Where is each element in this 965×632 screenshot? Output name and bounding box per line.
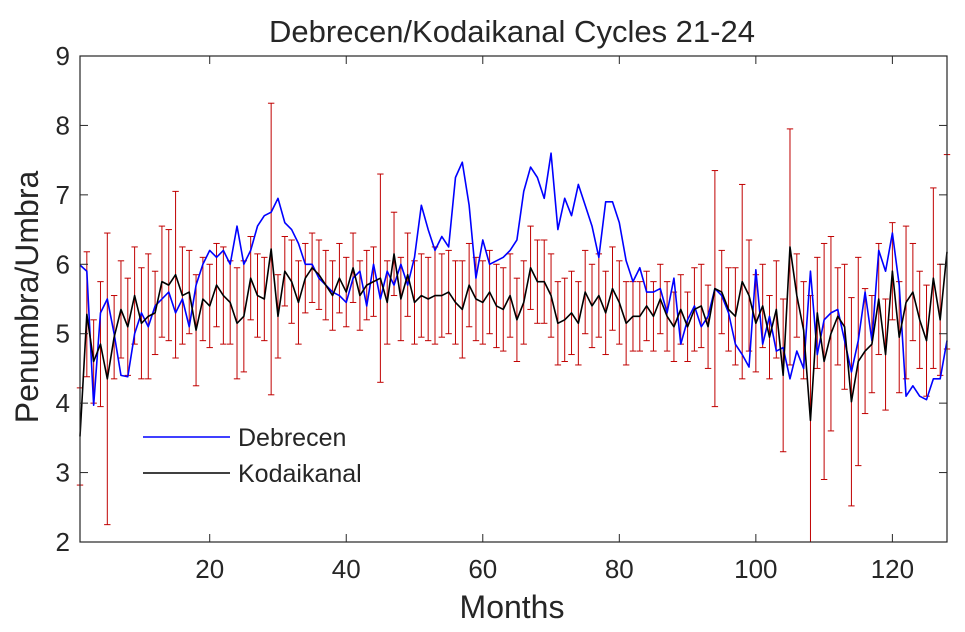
x-tick-label: 120 [871,554,914,584]
y-tick-label: 3 [56,458,70,488]
series-line-debrecen [79,152,948,407]
y-axis-label: Penumbra/Umbra [9,171,45,424]
x-tick-label: 100 [734,554,777,584]
chart-title: Debrecen/Kodaikanal Cycles 21-24 [269,14,755,49]
y-tick-label: 4 [56,388,70,418]
y-tick-label: 5 [56,319,70,349]
x-tick-label: 60 [468,554,497,584]
x-axis-label: Months [460,589,565,625]
tick-labels: 20 40 60 80 100 120 2 3 4 5 6 7 8 9 [56,41,915,584]
legend-label-debrecen: Debrecen [238,424,346,452]
plot-frame [79,55,948,543]
x-tick-label: 40 [332,554,361,584]
y-tick-label: 9 [56,41,70,71]
plot-background [80,56,947,542]
y-tick-label: 7 [56,180,70,210]
y-tick-label: 6 [56,249,70,279]
legend: Debrecen Kodaikanal [143,424,362,488]
y-tick-label: 8 [56,110,70,140]
x-tick-label: 80 [605,554,634,584]
legend-label-kodaikanal: Kodaikanal [238,460,362,488]
x-tick-label: 20 [195,554,224,584]
plot-area [76,55,951,543]
series-line-kodaikanal [79,246,948,437]
series-lines [79,152,948,437]
y-tick-label: 2 [56,527,70,557]
